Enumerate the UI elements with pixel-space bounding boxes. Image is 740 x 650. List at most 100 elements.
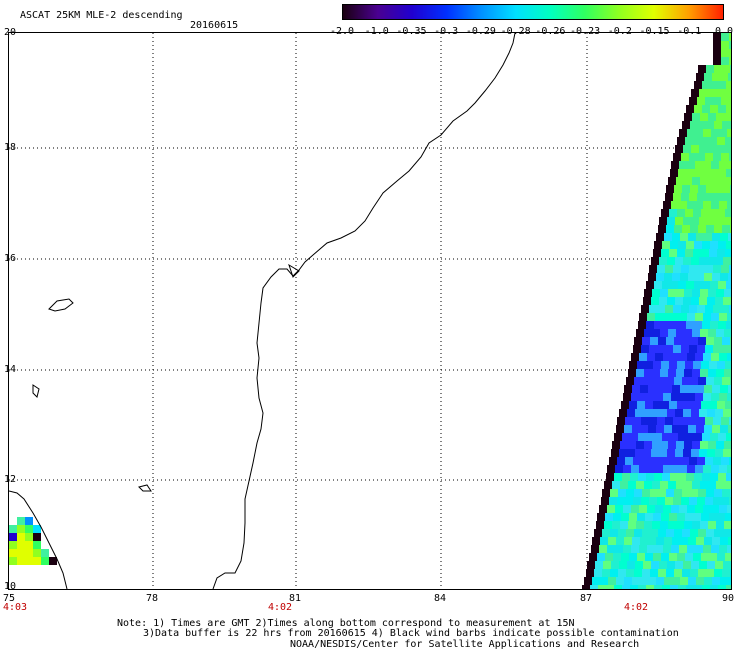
- map-canvas: [9, 33, 731, 589]
- swath-cell: [699, 297, 707, 305]
- swath-cell: [708, 113, 716, 121]
- swath-cell: [702, 585, 710, 589]
- swath-cell: [726, 473, 731, 481]
- time-label-east: 4:02: [624, 602, 649, 613]
- swath-cell: [41, 557, 49, 565]
- swath-cell: [729, 153, 731, 161]
- swath-cell: [713, 49, 721, 57]
- swath-cell: [693, 249, 701, 257]
- swath-cell: [729, 49, 731, 57]
- swath-cell: [690, 185, 698, 193]
- swath-cell: [618, 529, 626, 537]
- swath-cell: [666, 225, 674, 233]
- swath-cell: [691, 449, 699, 457]
- swath-cell: [656, 425, 664, 433]
- swath-cell: [607, 505, 615, 513]
- swath-cell: [668, 369, 676, 377]
- swath-cell: [694, 585, 702, 589]
- swath-cell: [711, 201, 719, 209]
- swath-cell: [657, 345, 665, 353]
- lon-label-78: 78: [146, 593, 159, 604]
- swath-cell: [715, 89, 723, 97]
- swath-cell: [628, 521, 636, 529]
- swath-cell: [680, 385, 688, 393]
- swath-cell: [634, 489, 642, 497]
- swath-cell: [699, 409, 707, 417]
- swath-cell: [722, 489, 730, 497]
- swath-cell: [632, 385, 640, 393]
- swath-cell: [676, 521, 684, 529]
- swath-cell: [595, 561, 603, 569]
- swath-cell: [688, 233, 696, 241]
- swath-cell: [700, 113, 708, 121]
- swath-cell: [704, 273, 712, 281]
- swath-cell: [692, 441, 700, 449]
- swath-cell: [652, 481, 660, 489]
- swath-cell: [666, 377, 674, 385]
- swath-cell: [674, 569, 682, 577]
- swath-cell: [713, 457, 721, 465]
- swath-cell: [680, 233, 688, 241]
- swath-cell: [633, 417, 641, 425]
- swath-cell: [725, 137, 731, 145]
- swath-cell: [674, 337, 682, 345]
- swath-cell: [674, 185, 682, 193]
- swath-cell: [711, 353, 719, 361]
- swath-cell: [729, 345, 731, 353]
- swath-cell: [695, 129, 703, 137]
- swath-cell: [697, 97, 705, 105]
- swath-cell: [707, 561, 715, 569]
- swath-cell: [728, 577, 731, 585]
- swath-cell: [632, 425, 640, 433]
- swath-cell: [724, 481, 731, 489]
- swath-cell: [721, 97, 729, 105]
- swath-cell: [25, 549, 33, 557]
- swath-cell: [675, 257, 683, 265]
- swath-cell: [701, 553, 709, 561]
- swath-cell: [691, 297, 699, 305]
- swath-cell: [618, 569, 626, 577]
- swath-cell: [673, 417, 681, 425]
- lon-label-81: 81: [289, 593, 302, 604]
- swath-cell: [719, 545, 727, 553]
- swath-cell: [713, 417, 721, 425]
- swath-cell: [706, 489, 714, 497]
- swath-cell: [704, 425, 712, 433]
- swath-cell: [625, 417, 633, 425]
- swath-cell: [589, 553, 597, 561]
- lat-label-10: 10: [4, 581, 17, 592]
- swath-cell: [718, 241, 726, 249]
- swath-cell: [638, 473, 646, 481]
- swath-cell: [673, 193, 681, 201]
- swath-cell: [631, 465, 639, 473]
- swath-cell: [653, 513, 661, 521]
- swath-cell: [699, 145, 707, 153]
- swath-cell: [631, 353, 639, 361]
- swath-cell: [602, 489, 610, 497]
- swath-cell: [713, 153, 721, 161]
- swath-cell: [716, 329, 724, 337]
- swath-cell: [672, 537, 680, 545]
- colorbar-gradient: [343, 5, 723, 19]
- swath-cell: [608, 537, 616, 545]
- swath-cell: [33, 549, 41, 557]
- swath-cell: [647, 465, 655, 473]
- swath-cell: [638, 585, 646, 589]
- swath-cell: [641, 457, 649, 465]
- swath-cell: [653, 361, 661, 369]
- swath-cell: [703, 313, 711, 321]
- swath-cell: [713, 193, 721, 201]
- swath-cell: [603, 561, 611, 569]
- swath-cell: [690, 377, 698, 385]
- swath-cell: [661, 361, 669, 369]
- swath-cell: [692, 177, 700, 185]
- swath-cell: [665, 305, 673, 313]
- swath-cell: [705, 345, 713, 353]
- swath-cell: [640, 385, 648, 393]
- swath-cell: [695, 505, 703, 513]
- swath-cell: [696, 537, 704, 545]
- island: [48, 298, 74, 312]
- swath-cell: [600, 537, 608, 545]
- swath-cell: [9, 557, 17, 565]
- swath-cell: [719, 313, 727, 321]
